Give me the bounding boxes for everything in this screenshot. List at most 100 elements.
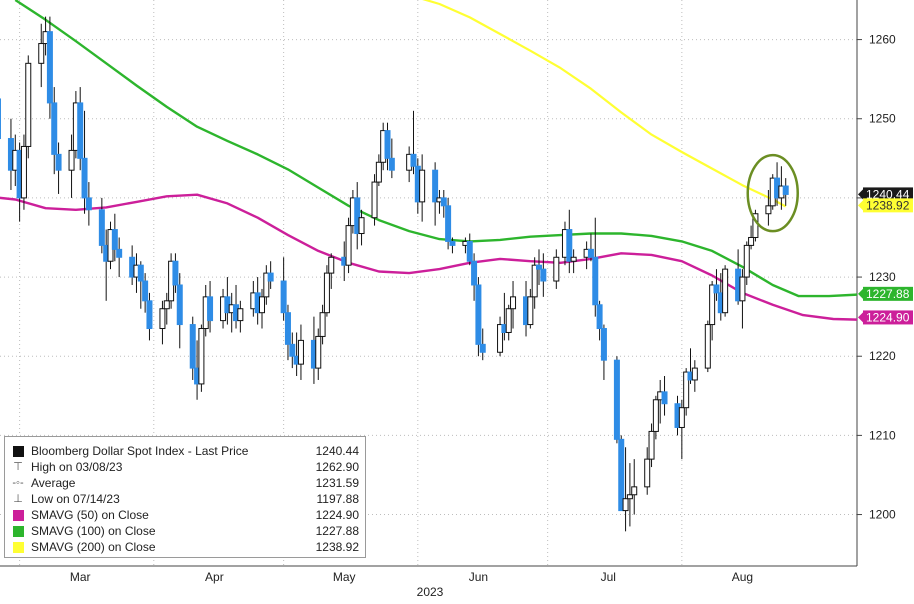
x-year-label: 2023: [417, 585, 444, 599]
candle-body: [190, 325, 195, 369]
legend-series-swatch: [11, 445, 25, 457]
candle-body: [346, 226, 351, 266]
candle-body: [783, 186, 788, 194]
x-tick-label: Jul: [601, 570, 616, 584]
legend-value: 1197.88: [307, 491, 359, 507]
legend-label: SMAVG (50) on Close: [31, 507, 307, 523]
candle-body: [723, 269, 728, 313]
legend-row-high: ⊤ High on 03/08/23 1262.90: [11, 459, 359, 475]
candle-body: [480, 344, 485, 352]
last-price-tag-label: 1224.90: [866, 310, 910, 324]
candle: [723, 265, 728, 316]
y-tick-label: 1260: [869, 33, 896, 47]
candle: [541, 253, 546, 297]
y-tick-label: 1210: [869, 428, 896, 442]
candle: [420, 154, 425, 221]
legend-title-label: Bloomberg Dollar Spot Index - Last Price: [31, 443, 307, 459]
candle-body: [52, 103, 57, 154]
candle-body: [21, 146, 26, 197]
chart-legend: Bloomberg Dollar Spot Index - Last Price…: [4, 436, 366, 558]
candle-body: [411, 154, 416, 166]
x-tick-label: Jun: [469, 570, 488, 584]
candle: [26, 55, 31, 158]
candle-body: [259, 297, 264, 313]
candle: [199, 325, 204, 392]
candle-body: [441, 198, 446, 206]
low-marker-icon: ⊥: [11, 493, 25, 505]
sma200-line: [405, 0, 786, 207]
candle-body: [692, 368, 697, 380]
candle-body: [208, 297, 213, 321]
candle-body: [376, 162, 381, 182]
x-axis-ticks: Mar Apr May Jun Jul Aug 2023: [70, 570, 753, 599]
candle: [355, 182, 360, 249]
candle: [632, 459, 637, 514]
x-tick-label: May: [333, 570, 356, 584]
x-tick-label: Mar: [70, 570, 91, 584]
candle-body: [446, 206, 451, 242]
legend-value: 1238.92: [307, 539, 359, 555]
candle-body: [173, 261, 178, 285]
legend-row-average: -◦- Average 1231.59: [11, 475, 359, 491]
candle-body: [86, 198, 91, 210]
legend-swatch: [11, 509, 25, 521]
candle-body: [653, 400, 658, 432]
candle-body: [601, 329, 606, 361]
candle-body: [679, 408, 684, 428]
candle-body: [649, 431, 654, 459]
candle-body: [597, 305, 602, 329]
candle-body: [143, 281, 148, 301]
x-tick-label: Apr: [205, 570, 224, 584]
candle-body: [645, 459, 650, 487]
average-marker-icon: -◦-: [11, 477, 25, 489]
candle-body: [506, 309, 511, 333]
x-tick-label: Aug: [732, 570, 753, 584]
candle: [614, 356, 619, 443]
candle-body: [320, 313, 325, 337]
candle: [433, 162, 438, 225]
candle-body: [614, 360, 619, 439]
legend-label: Low on 07/14/23: [31, 491, 307, 507]
legend-row-sma200: SMAVG (200) on Close 1238.92: [11, 539, 359, 555]
candle: [506, 305, 511, 341]
candle-body: [316, 336, 321, 368]
candle-body: [511, 297, 516, 309]
candle-body: [359, 218, 364, 234]
candle-body: [662, 392, 667, 404]
candle-body: [82, 158, 87, 198]
candle-body: [56, 154, 61, 170]
candle-body: [476, 285, 481, 344]
candle-body: [69, 150, 74, 170]
candle-body: [199, 329, 204, 384]
candle-body: [705, 325, 710, 369]
candle-body: [472, 261, 477, 285]
candle-body: [623, 499, 628, 511]
legend-row-sma50: SMAVG (50) on Close 1224.90: [11, 507, 359, 523]
legend-row-sma100: SMAVG (100) on Close 1227.88: [11, 523, 359, 539]
candle-body: [766, 206, 771, 214]
candle-body: [593, 257, 598, 304]
candle-body: [627, 495, 632, 499]
sma100-swatch: [13, 526, 24, 537]
candle-body: [554, 257, 559, 281]
last-price-tag-pointer: [858, 200, 863, 210]
legend-swatch: [11, 525, 25, 537]
candle-body: [290, 344, 295, 356]
legend-label: SMAVG (100) on Close: [31, 523, 307, 539]
candle-body: [389, 158, 394, 170]
candle-body: [285, 313, 290, 345]
candle: [679, 400, 684, 459]
legend-title-value: 1240.44: [307, 443, 359, 459]
candle-body: [744, 245, 749, 277]
candle-body: [26, 63, 31, 146]
y-tick-label: 1200: [869, 508, 896, 522]
legend-row-low: ⊥ Low on 07/14/23 1197.88: [11, 491, 359, 507]
candle-body: [78, 103, 83, 158]
candle-body: [528, 297, 533, 325]
candle: [692, 360, 697, 392]
legend-value: 1224.90: [307, 507, 359, 523]
candle: [298, 325, 303, 380]
candle: [662, 376, 667, 416]
candle: [281, 257, 286, 320]
sma50-swatch: [13, 510, 24, 521]
